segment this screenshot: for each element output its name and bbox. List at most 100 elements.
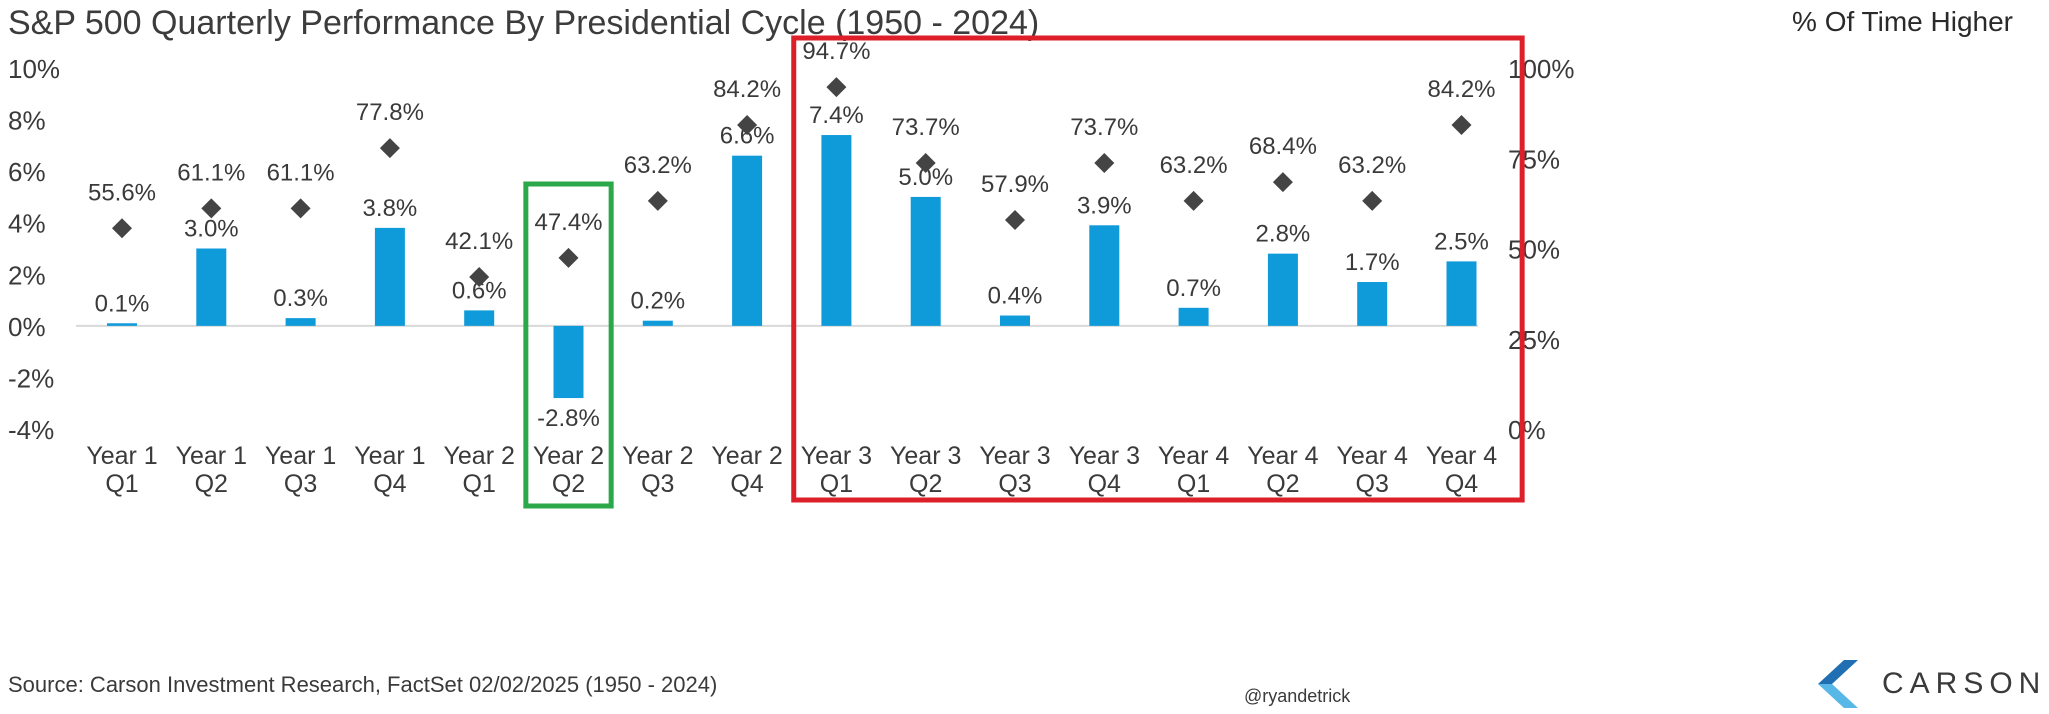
marker-point: [201, 198, 222, 219]
left-axis-tick-label: 8%: [8, 106, 46, 136]
category-label-year: Year 1: [86, 442, 157, 470]
bar: [1267, 253, 1298, 326]
category-label-year: Year 3: [801, 442, 872, 470]
category-label-quarter: Q4: [730, 470, 763, 498]
red-highlight-box: [791, 35, 1525, 503]
marker-point: [558, 247, 579, 268]
bar-value-label: 3.8%: [363, 195, 418, 222]
category-label-year: Year 4: [1247, 442, 1318, 470]
category-label-quarter: Q1: [463, 470, 496, 498]
marker-value-label: 63.2%: [624, 152, 692, 179]
left-axis-tick-label: -4%: [8, 415, 54, 445]
marker-value-label: 55.6%: [88, 179, 156, 206]
marker-value-label: 57.9%: [981, 171, 1049, 198]
bar: [553, 325, 584, 399]
bar: [821, 135, 852, 326]
right-axis-tick-label: 50%: [1508, 235, 1560, 265]
left-axis-tick-label: 0%: [8, 312, 46, 342]
marker-value-label: 47.4%: [534, 209, 602, 236]
bar-value-label: 3.0%: [184, 216, 239, 243]
bar-value-label: -2.8%: [537, 405, 600, 432]
marker-value-label: 61.1%: [267, 159, 335, 186]
category-label-quarter: Q1: [105, 470, 138, 498]
category-label-year: Year 1: [265, 442, 336, 470]
bar-value-label: 0.2%: [630, 288, 685, 315]
category-label-year: Year 3: [890, 442, 961, 470]
carson-logo: CARSON: [1818, 660, 2046, 708]
marker-point: [379, 138, 400, 159]
bar-value-label: 0.4%: [988, 283, 1043, 310]
bar: [732, 155, 763, 326]
category-label-year: Year 3: [1069, 442, 1140, 470]
marker-value-label: 84.2%: [713, 76, 781, 103]
bar: [464, 310, 495, 326]
carson-logo-icon: [1818, 660, 1858, 708]
bar-value-label: 0.7%: [1166, 275, 1221, 302]
category-label-quarter: Q2: [552, 470, 585, 498]
bar: [374, 227, 405, 326]
marker-point: [112, 218, 132, 239]
left-axis-tick-label: 6%: [8, 157, 46, 187]
marker-point: [915, 152, 936, 173]
marker-value-label: 68.4%: [1249, 133, 1317, 160]
marker-point: [826, 77, 847, 98]
category-label-year: Year 4: [1158, 442, 1229, 470]
author-handle: @ryandetrick: [1244, 686, 1351, 706]
marker-value-label: 42.1%: [445, 228, 513, 255]
bar: [1000, 315, 1030, 326]
marker-point: [469, 267, 490, 288]
marker-value-label: 73.7%: [1070, 114, 1138, 141]
category-label-year: Year 2: [533, 442, 604, 470]
bar: [910, 196, 941, 326]
bar-value-label: 2.8%: [1256, 221, 1311, 248]
bar: [1357, 282, 1388, 326]
right-axis-tick-label: 75%: [1508, 144, 1560, 174]
bar-value-label: 2.5%: [1434, 228, 1489, 255]
category-label-quarter: Q1: [820, 470, 853, 498]
category-label-quarter: Q3: [641, 470, 674, 498]
bar: [1178, 307, 1209, 326]
category-label-quarter: Q2: [1266, 470, 1299, 498]
bar: [1089, 225, 1120, 326]
marker-point: [1094, 152, 1115, 173]
category-label-quarter: Q3: [284, 470, 317, 498]
marker-value-label: 63.2%: [1160, 152, 1228, 179]
right-axis-tick-label: 100%: [1508, 54, 1575, 84]
bar-value-label: 3.9%: [1077, 192, 1132, 219]
left-axis-tick-label: 4%: [8, 209, 46, 239]
right-axis-tick-label: 0%: [1508, 415, 1546, 445]
bar: [1446, 261, 1477, 326]
category-label-year: Year 3: [979, 442, 1050, 470]
green-highlight-box: [523, 181, 614, 509]
marker-point: [737, 115, 758, 136]
category-label-year: Year 2: [622, 442, 693, 470]
bar-value-label: 0.3%: [273, 285, 328, 312]
category-label-year: Year 4: [1426, 442, 1497, 470]
marker-value-label: 84.2%: [1427, 76, 1495, 103]
marker-value-label: 61.1%: [177, 159, 245, 186]
marker-value-label: 63.2%: [1338, 152, 1406, 179]
bar: [642, 320, 673, 326]
category-label-year: Year 1: [176, 442, 247, 470]
right-axis-tick-label: 25%: [1508, 325, 1560, 355]
category-label-quarter: Q4: [373, 470, 406, 498]
marker-point: [1272, 172, 1293, 193]
category-label-quarter: Q2: [195, 470, 228, 498]
marker-value-label: 73.7%: [892, 114, 960, 141]
bar-value-label: 0.1%: [95, 290, 150, 317]
category-label-year: Year 2: [711, 442, 782, 470]
bar-value-label: 1.7%: [1345, 249, 1400, 276]
source-note: Source: Carson Investment Research, Fact…: [8, 672, 718, 697]
marker-point: [647, 190, 668, 211]
category-label-quarter: Q3: [1356, 470, 1389, 498]
bar: [285, 318, 316, 326]
category-label-year: Year 4: [1337, 442, 1408, 470]
category-label-year: Year 2: [444, 442, 515, 470]
logo-text: CARSON: [1882, 667, 2047, 700]
marker-point: [1183, 190, 1204, 211]
category-label-year: Year 1: [354, 442, 425, 470]
marker-point: [1451, 115, 1472, 136]
marker-point: [1005, 209, 1025, 230]
bar-value-label: 7.4%: [809, 102, 864, 129]
